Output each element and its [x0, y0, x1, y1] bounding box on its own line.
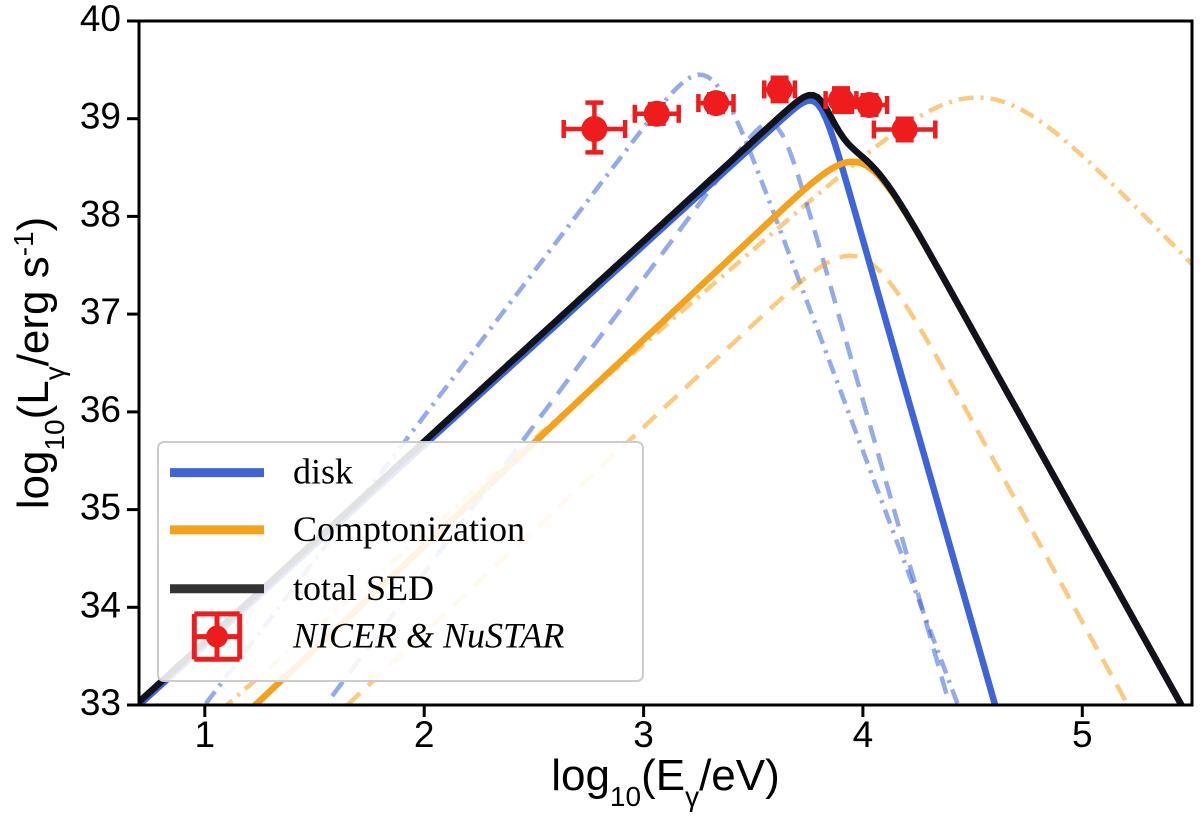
svg-text:5: 5: [1072, 714, 1093, 755]
svg-text:39: 39: [80, 96, 121, 137]
svg-text:38: 38: [80, 193, 121, 234]
svg-text:35: 35: [80, 487, 121, 528]
svg-text:1: 1: [195, 714, 216, 755]
svg-text:4: 4: [853, 714, 874, 755]
svg-text:disk: disk: [293, 452, 353, 492]
svg-text:36: 36: [80, 389, 121, 430]
svg-text:34: 34: [80, 584, 121, 625]
svg-text:NICER & NuSTAR: NICER & NuSTAR: [292, 616, 564, 656]
svg-text:Comptonization: Comptonization: [293, 509, 525, 549]
svg-text:2: 2: [414, 714, 435, 755]
svg-text:37: 37: [80, 291, 121, 332]
svg-text:total SED: total SED: [293, 568, 434, 608]
svg-text:33: 33: [80, 682, 121, 723]
svg-text:3: 3: [633, 714, 654, 755]
svg-text:40: 40: [80, 0, 121, 39]
